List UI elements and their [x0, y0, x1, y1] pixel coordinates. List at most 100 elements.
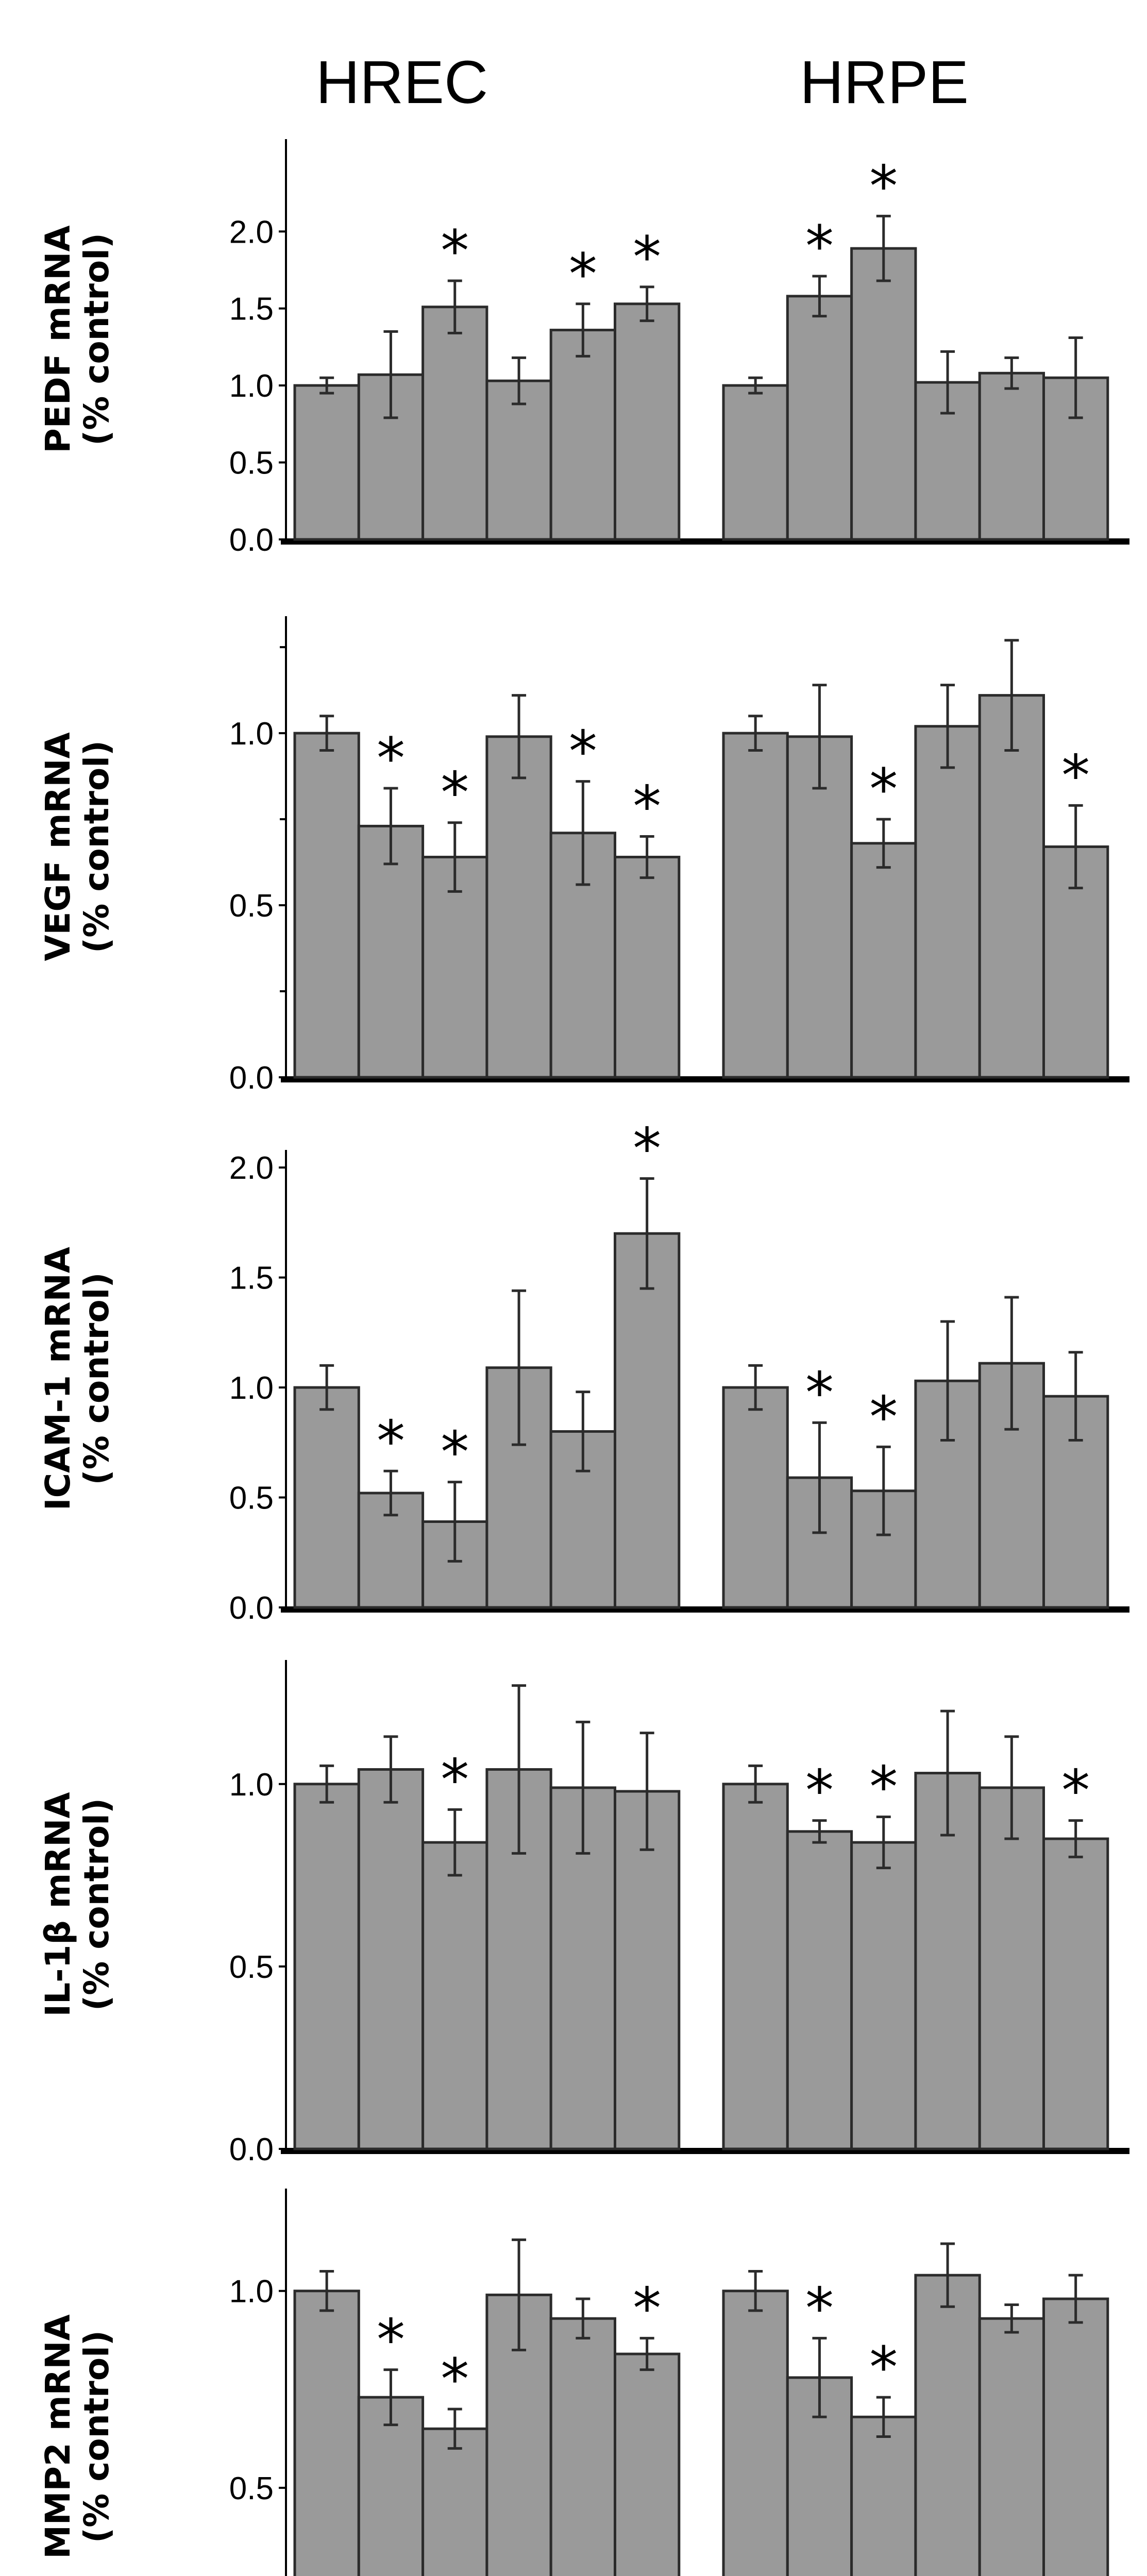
- y-tick-label: 0.5: [229, 1950, 274, 1985]
- panel-5: MMP2 mRNA(% control)0.00.51.0*****: [38, 2189, 1109, 2576]
- bar: [293, 1783, 360, 2150]
- y-axis-subtitle: (% control): [77, 1798, 116, 2011]
- y-tick-label: 1.0: [229, 1370, 274, 1406]
- significance-star: *: [569, 241, 597, 307]
- bar: [293, 384, 360, 541]
- bar: [722, 2290, 789, 2576]
- bar: [978, 371, 1045, 541]
- bar: [293, 732, 360, 1079]
- bar: [850, 842, 917, 1079]
- panel-3: ICAM-1 mRNA(% control)0.00.51.01.52.0* **…: [38, 1116, 1129, 1626]
- bar: [914, 2274, 981, 2576]
- bar: [850, 2415, 917, 2576]
- bar: [485, 735, 552, 1079]
- series-hrec: *: [293, 1684, 681, 2150]
- bar: [293, 1386, 360, 1609]
- significance-star: *: [805, 2275, 834, 2341]
- y-axis-title: VEGF mRNA: [38, 732, 78, 961]
- bar: [421, 306, 488, 541]
- y-tick-label: 0.5: [229, 1481, 274, 1516]
- column-title-hrec: HREC: [316, 48, 488, 116]
- bar: [786, 1830, 853, 2150]
- significance-star: *: [805, 1758, 834, 1824]
- significance-star: *: [869, 1384, 898, 1450]
- y-tick-label: 1.0: [229, 2274, 274, 2310]
- bar: [978, 1786, 1045, 2150]
- bar: [421, 856, 488, 1079]
- bar: [549, 329, 616, 541]
- y-tick-label: 1.0: [229, 716, 274, 752]
- series-hrec: * * * *: [293, 694, 681, 1079]
- bar: [786, 1476, 853, 1609]
- series-hrpe: **: [722, 639, 1109, 1079]
- bar: [421, 2427, 488, 2576]
- significance-star: *: [869, 153, 898, 219]
- significance-star: *: [377, 1408, 405, 1474]
- panels: PEDF mRNA(% control)0.00.51.01.52.0 * * * **…: [38, 139, 1129, 2576]
- significance-star: *: [805, 1360, 834, 1426]
- bar: [786, 295, 853, 541]
- significance-star: *: [869, 2334, 898, 2400]
- bar: [293, 2290, 360, 2576]
- significance-star: *: [377, 725, 405, 791]
- y-axis-subtitle: (% control): [77, 1273, 116, 1485]
- significance-star: *: [569, 719, 597, 785]
- y-tick-label: 0.0: [229, 2132, 274, 2167]
- significance-star: *: [633, 224, 661, 290]
- significance-star: *: [633, 773, 661, 839]
- bar: [978, 2317, 1045, 2576]
- y-tick-label: 0.5: [229, 2471, 274, 2506]
- y-tick-label: 1.5: [229, 292, 274, 327]
- bar: [421, 1841, 488, 2150]
- significance-star: *: [441, 1747, 469, 1812]
- y-axis-title: IL-1β mRNA: [38, 1792, 78, 2016]
- bar: [1042, 1837, 1109, 2150]
- significance-star: *: [805, 213, 834, 279]
- bar: [914, 725, 981, 1079]
- bar: [722, 1783, 789, 2150]
- y-axis-subtitle: (% control): [77, 233, 116, 446]
- significance-star: *: [377, 2307, 405, 2373]
- series-hrec: * * *: [293, 1116, 681, 1609]
- significance-star: *: [869, 1754, 898, 1820]
- significance-star: *: [1061, 742, 1090, 808]
- bar: [978, 694, 1045, 1079]
- y-tick-label: 0.0: [229, 1060, 274, 1096]
- significance-star: *: [633, 1116, 661, 1182]
- significance-star: *: [441, 1419, 469, 1485]
- y-axis-title: ICAM-1 mRNA: [38, 1247, 78, 1511]
- bar: [614, 2352, 681, 2576]
- column-title-hrpe: HRPE: [800, 48, 969, 116]
- panel-2: VEGF mRNA(% control)0.00.51.0 **** * *: [38, 616, 1129, 1096]
- bar: [357, 824, 425, 1079]
- y-tick-label: 1.0: [229, 1767, 274, 1803]
- bar: [850, 247, 917, 541]
- y-tick-label: 0.0: [229, 522, 274, 558]
- y-tick-label: 2.0: [229, 214, 274, 250]
- significance-star: *: [1061, 1758, 1090, 1824]
- bar: [549, 2317, 616, 2576]
- y-tick-label: 1.5: [229, 1261, 274, 1296]
- series-hrpe: **: [722, 1296, 1109, 1609]
- significance-star: *: [633, 2275, 661, 2341]
- series-hrpe: **: [722, 2242, 1109, 2576]
- panel-4: IL-1β mRNA(% control) 0.0 0.5 1.0 * * * *: [38, 1660, 1129, 2167]
- y-tick-label: 0.5: [229, 888, 274, 924]
- bar: [722, 732, 789, 1079]
- panel-1: PEDF mRNA(% control)0.00.51.01.52.0 * * * **: [38, 139, 1129, 558]
- bar: [614, 302, 681, 541]
- series-hrpe: **: [722, 153, 1109, 541]
- y-tick-label: 0.0: [229, 1590, 274, 1626]
- bar: [357, 1768, 425, 2150]
- significance-star: *: [441, 218, 469, 284]
- series-hrpe: * * *: [722, 1709, 1109, 2150]
- bar: [722, 1386, 789, 1609]
- bar: [850, 1841, 917, 2150]
- y-tick-label: 1.0: [229, 368, 274, 404]
- significance-star: *: [441, 760, 469, 826]
- bar: [1042, 2297, 1109, 2576]
- bar: [786, 735, 853, 1079]
- bar: [722, 384, 789, 541]
- y-tick-label: 2.0: [229, 1150, 274, 1186]
